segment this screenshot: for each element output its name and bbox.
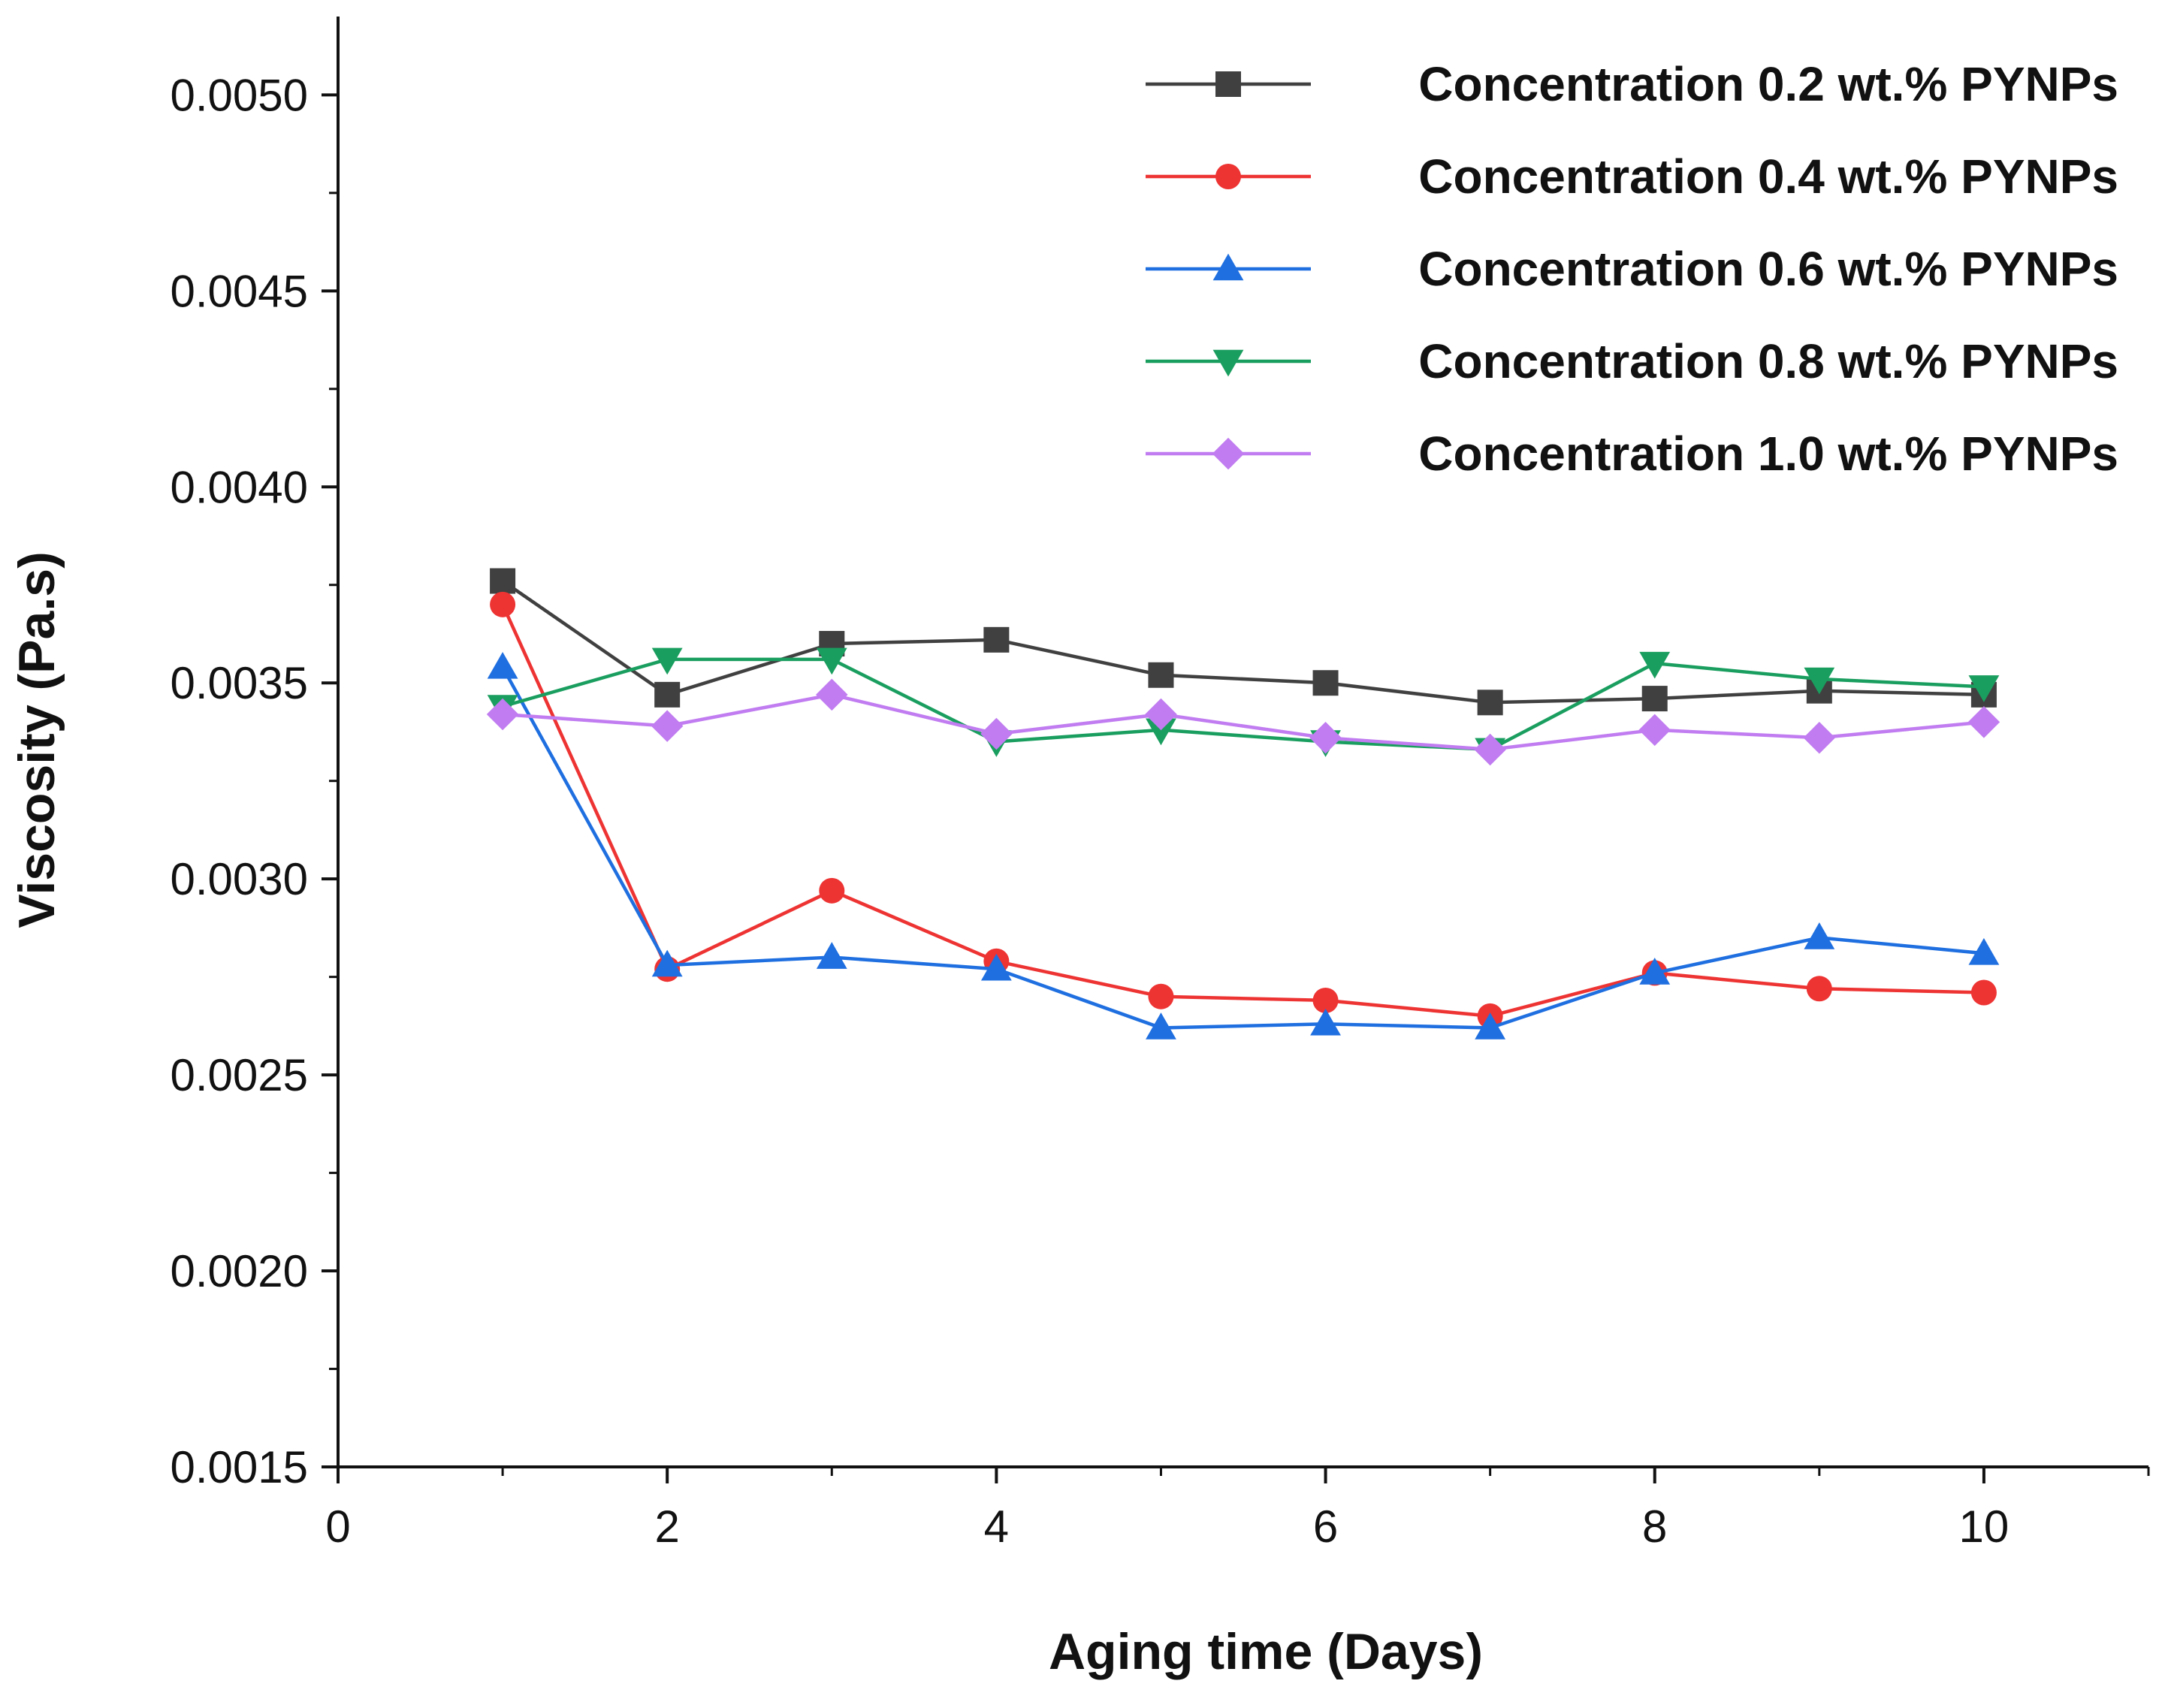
- x-tick-label: 0: [325, 1501, 350, 1552]
- x-tick-label: 2: [654, 1501, 679, 1552]
- data-point: [651, 710, 684, 742]
- legend-item: Concentration 0.8 wt.% PYNPs: [1146, 334, 2118, 388]
- x-tick-label: 10: [1959, 1501, 2010, 1552]
- data-point: [1968, 675, 2000, 702]
- data-point: [1641, 686, 1668, 712]
- data-point: [1310, 1008, 1341, 1036]
- data-point: [490, 591, 516, 617]
- data-point: [819, 877, 845, 904]
- data-point: [816, 942, 847, 969]
- legend-label: Concentration 0.8 wt.% PYNPs: [1418, 334, 2118, 388]
- data-point: [816, 678, 848, 711]
- y-tick-label: 0.0030: [170, 854, 308, 904]
- series-1: [490, 568, 1997, 716]
- data-point: [1475, 1012, 1506, 1040]
- data-point: [1145, 698, 1177, 731]
- data-point: [1477, 690, 1503, 716]
- y-tick-label: 0.0045: [170, 266, 308, 316]
- y-tick-label: 0.0040: [170, 462, 308, 512]
- plot-frame: [337, 17, 2148, 1468]
- x-tick-label: 4: [984, 1501, 1009, 1552]
- data-point: [1804, 667, 1835, 695]
- y-tick-label: 0.0025: [170, 1050, 308, 1100]
- data-point: [1639, 651, 1671, 679]
- y-tick-label: 0.0050: [170, 70, 308, 120]
- data-point: [980, 717, 1013, 750]
- series-layer: [486, 568, 2000, 1040]
- data-point: [651, 647, 683, 675]
- x-axis: 0 2 4 6 8 10: [325, 1467, 2150, 1552]
- data-point: [1312, 987, 1339, 1013]
- data-point: [1312, 670, 1339, 696]
- x-tick-label: 8: [1642, 1501, 1667, 1552]
- y-tick-label: 0.0020: [170, 1246, 308, 1296]
- data-point: [1474, 733, 1506, 766]
- legend-label: Concentration 0.2 wt.% PYNPs: [1418, 57, 2118, 111]
- legend-marker: [1215, 71, 1241, 97]
- data-point: [654, 681, 681, 708]
- data-point: [1804, 922, 1835, 949]
- legend-item: Concentration 1.0 wt.% PYNPs: [1146, 427, 2118, 481]
- data-point: [1803, 722, 1836, 754]
- data-point: [816, 647, 847, 675]
- y-tick-label: 0.0035: [170, 658, 308, 708]
- data-point: [487, 651, 518, 679]
- data-point: [1146, 1012, 1176, 1040]
- series-3: [487, 651, 2000, 1040]
- y-axis-title: Viscosity (Pa.s): [8, 551, 65, 928]
- data-point: [490, 568, 516, 594]
- series-line: [501, 603, 1984, 1018]
- data-point: [1970, 979, 1997, 1006]
- data-point: [486, 698, 519, 731]
- legend-item: Concentration 0.2 wt.% PYNPs: [1146, 57, 2118, 111]
- x-axis-title: Aging time (Days): [1049, 1623, 1483, 1680]
- legend-marker: [1212, 253, 1244, 281]
- series-5: [486, 678, 2000, 766]
- y-axis: 0.0015 0.0020 0.0025 0.0030 0.0035 0.0040 0.00…: [170, 70, 338, 1492]
- data-point: [1967, 706, 2000, 738]
- data-point: [1806, 976, 1832, 1002]
- data-point: [1146, 718, 1176, 746]
- data-point: [651, 949, 683, 977]
- legend-item: Concentration 0.6 wt.% PYNPs: [1146, 242, 2118, 296]
- series-line: [501, 666, 1985, 1030]
- series-line: [502, 693, 1985, 752]
- legend-label: Concentration 0.4 wt.% PYNPs: [1418, 149, 2118, 204]
- legend-marker: [1215, 164, 1241, 189]
- data-point: [1639, 958, 1671, 985]
- x-tick-label: 6: [1313, 1501, 1338, 1552]
- legend-item: Concentration 0.4 wt.% PYNPs: [1146, 149, 2118, 204]
- series-line: [502, 657, 1985, 752]
- data-point: [980, 953, 1012, 981]
- series-line: [501, 579, 1984, 705]
- legend-label: Concentration 1.0 wt.% PYNPs: [1418, 427, 2118, 481]
- series-4: [487, 647, 2000, 765]
- legend: Concentration 0.2 wt.% PYNPs Concentratio…: [1146, 57, 2118, 481]
- legend-label: Concentration 0.6 wt.% PYNPs: [1418, 242, 2118, 296]
- data-point: [1638, 714, 1671, 747]
- y-tick-label: 0.0015: [170, 1442, 308, 1492]
- data-point: [983, 626, 1010, 653]
- data-point: [1148, 662, 1174, 688]
- legend-marker: [1212, 437, 1245, 470]
- data-point: [1968, 937, 2000, 965]
- data-point: [1148, 983, 1174, 1009]
- data-point: [1309, 722, 1342, 754]
- legend-marker: [1212, 349, 1244, 377]
